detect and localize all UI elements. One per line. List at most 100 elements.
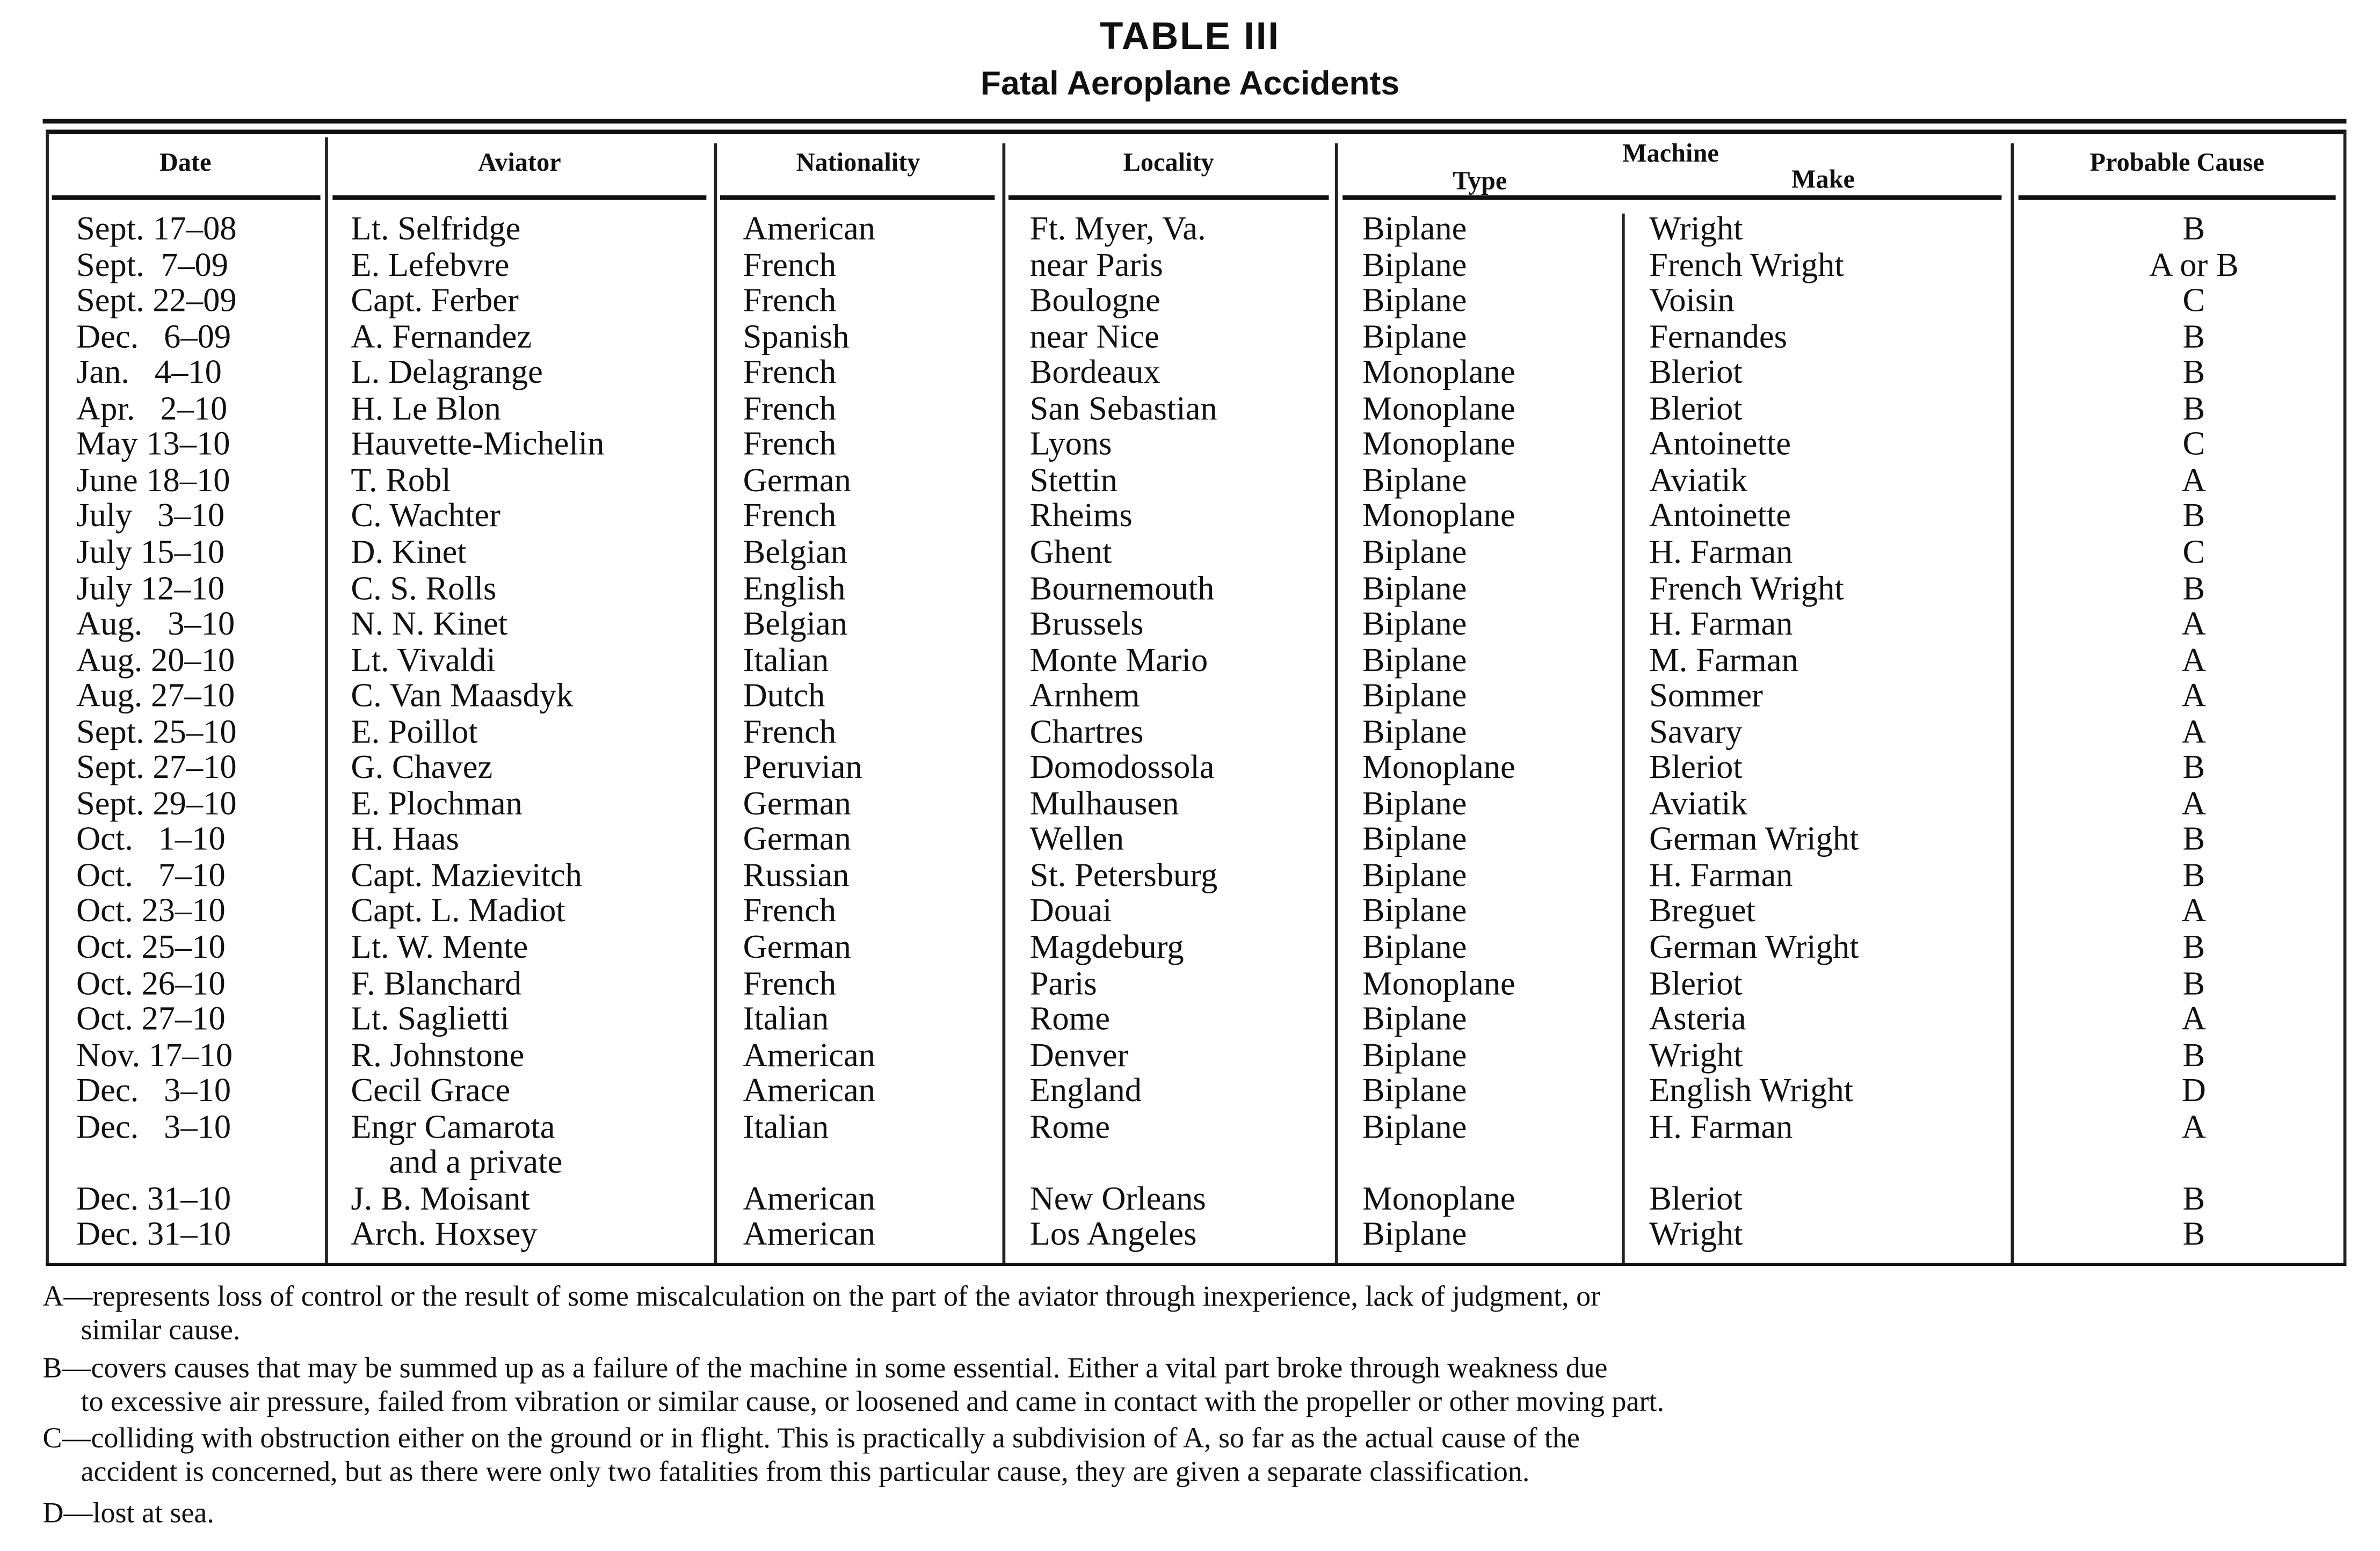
cell-cause: A [2181,640,2206,679]
cell-locality: Mulhausen [1029,783,1179,822]
cell-nationality: French [743,352,837,391]
cell-cause: B [2182,388,2205,427]
cell-make: French Wright [1649,245,1844,283]
cell-nationality: Belgian [743,532,847,571]
cell-aviator: T. Robl [351,460,451,499]
cell-make: Bleriot [1649,388,1743,427]
cell-type: Biplane [1362,460,1467,499]
cell-make: French Wright [1649,568,1844,607]
cell-locality: Lyons [1029,424,1112,463]
cell-nationality: Italian [743,640,829,679]
cell-aviator: Lt. Vivaldi [351,640,496,679]
cell-cause: D [2181,1071,2206,1109]
footnote-text: to excessive air pressure, failed from v… [81,1386,1664,1419]
cell-make: Aviatik [1649,460,1747,499]
header-machine: Machine [1622,139,1719,168]
header-rule [1343,195,2002,200]
cell-cause: B [2182,209,2205,247]
table-right-border [2343,131,2346,1266]
cell-type: Biplane [1362,711,1467,750]
cell-nationality: Dutch [743,675,825,714]
cell-date: May 13–10 [76,424,230,463]
cell-date: July 3–10 [76,496,225,535]
top-rule [42,119,2347,124]
cell-nationality: Peruvian [743,747,862,786]
table-subtitle: Fatal Aeroplane Accidents [980,64,1400,103]
cell-date: Dec. 31–10 [76,1178,231,1217]
cell-make: Wright [1649,1214,1743,1253]
footnote-text: accident is concerned, but as there were… [81,1457,1530,1489]
cell-nationality: German [743,927,851,966]
cell-aviator: Lt. W. Mente [351,927,528,966]
cell-cause: A [2181,1106,2206,1145]
cell-type: Biplane [1362,783,1467,822]
cell-make: Bleriot [1649,747,1743,786]
cell-cause: A [2181,783,2206,822]
header-rule [52,195,321,200]
cell-nationality: Belgian [743,604,847,643]
cell-date: Sept. 29–10 [76,783,237,822]
cell-nationality: French [743,891,837,930]
cell-type: Biplane [1362,999,1467,1038]
cell-nationality: French [743,388,837,427]
cell-locality: Wellen [1029,819,1124,858]
cell-date: Oct. 27–10 [76,999,226,1038]
cell-type: Biplane [1362,640,1467,679]
cell-cause: B [2182,1178,2205,1217]
cell-date: Sept. 25–10 [76,711,237,750]
column-divider [1002,143,1005,1263]
cell-locality: Boulogne [1029,281,1160,319]
column-divider [325,137,328,1263]
cell-date: July 12–10 [76,568,225,607]
cell-type: Biplane [1362,604,1467,643]
footnote-a: A—represents loss of control or the resu… [43,1281,2370,1348]
cell-nationality: French [743,711,837,750]
cell-locality: San Sebastian [1029,388,1217,427]
cell-type: Biplane [1362,675,1467,714]
cell-cause: B [2182,316,2205,355]
top-rule-inner [46,129,2347,135]
cell-make: Bleriot [1649,963,1743,1002]
column-divider [714,143,716,1263]
cell-aviator: H. Le Blon [351,388,501,427]
cell-aviator: E. Lefebvre [351,245,510,283]
cell-date: Dec. 3–10 [76,1071,231,1109]
cell-cause: A [2181,675,2206,714]
header-nationality: Nationality [796,148,920,177]
footnote-b: B—covers causes that may be summed up as… [43,1353,2370,1420]
cell-aviator-continued: and a private [389,1142,563,1181]
cell-nationality: Italian [743,999,829,1038]
cell-date: Aug. 27–10 [76,675,235,714]
column-divider [1621,213,1624,1263]
cell-type: Monoplane [1362,496,1515,535]
cell-locality: Ghent [1029,532,1112,571]
cell-aviator: F. Blanchard [351,963,522,1002]
cell-locality: Magdeburg [1029,927,1184,966]
cell-make: H. Farman [1649,1106,1793,1145]
cell-type: Biplane [1362,1106,1467,1145]
cell-type: Biplane [1362,1214,1467,1253]
cell-aviator: Lt. Saglietti [351,999,510,1038]
cell-make: Savary [1649,711,1743,750]
cell-locality: Paris [1029,963,1097,1002]
cell-aviator: Lt. Selfridge [351,209,521,247]
cell-aviator: E. Poillot [351,711,478,750]
cell-type: Monoplane [1362,388,1515,427]
cell-cause: C [2182,532,2205,571]
cell-type: Biplane [1362,209,1467,247]
header-probable-cause: Probable Cause [2089,148,2265,177]
cell-aviator: Arch. Hoxsey [351,1214,538,1253]
bottom-rule [46,1263,2347,1266]
cell-locality: Arnhem [1029,675,1140,714]
cell-date: Sept. 17–08 [76,209,237,247]
cell-aviator: N. N. Kinet [351,604,508,643]
cell-cause: B [2182,819,2205,858]
cell-nationality: Italian [743,1106,829,1145]
cell-aviator: D. Kinet [351,532,467,571]
header-locality: Locality [1123,148,1214,177]
cell-type: Monoplane [1362,424,1515,463]
cell-aviator: Capt. Mazievitch [351,855,582,894]
cell-date: June 18–10 [76,460,230,499]
cell-date: Oct. 1–10 [76,819,226,858]
cell-aviator: Capt. L. Madiot [351,891,565,930]
